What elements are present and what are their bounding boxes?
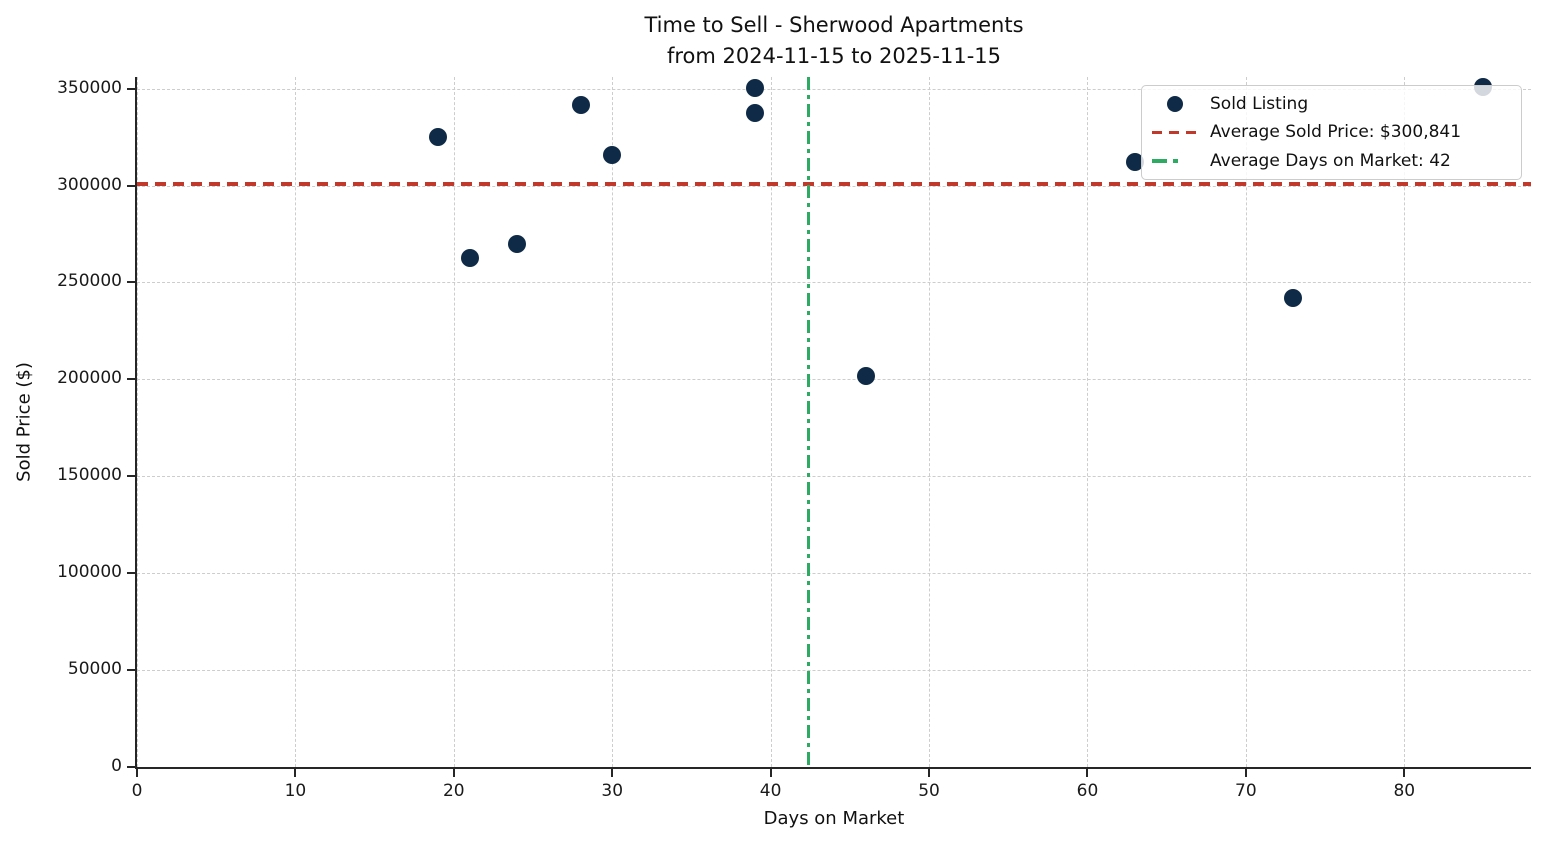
x-gridline [1087,77,1089,767]
legend-item-average-days-on-market: Average Days on Market: 42 [1152,147,1511,175]
legend-label: Sold Listing [1210,94,1309,115]
y-tick-label: 0 [111,756,122,776]
y-gridline [137,573,1531,575]
y-gridline [137,88,1531,90]
legend-item-sold-listing: Sold Listing [1152,90,1511,118]
y-gridline [137,670,1531,672]
y-tick-mark [127,378,135,381]
plot-area: Sold Listing Average Sold Price: $300,84… [137,77,1531,768]
x-gridline [929,77,931,767]
x-tick-label: 20 [442,781,465,801]
x-gridline [137,77,138,767]
scatter-marker-icon [1152,96,1198,113]
x-gridline [770,77,772,767]
scatter-point [1125,153,1144,172]
x-tick-label: 80 [1393,781,1416,801]
scatter-point [571,96,590,115]
x-gridline [1245,77,1247,767]
y-tick-mark [127,669,135,672]
x-tick-mark [769,769,772,777]
average-sold-price-line [137,182,1531,186]
x-gridline [1404,77,1406,767]
average-days-on-market-line [807,77,811,767]
dashdot-line-sample [1152,159,1198,163]
scatter-point [1284,288,1303,307]
legend-item-average-sold-price: Average Sold Price: $300,841 [1152,118,1511,146]
scatter-point [460,249,479,268]
x-gridline [612,77,614,767]
x-tick-label: 0 [131,781,143,801]
x-tick-mark [1403,769,1406,777]
scatter-point [856,367,875,386]
x-axis-spine [135,767,1531,769]
x-tick-mark [1086,769,1089,777]
y-tick-label: 300000 [57,174,122,195]
x-tick-label: 60 [1076,781,1099,801]
y-tick-mark [127,572,135,575]
y-tick-label: 250000 [57,271,122,292]
legend-label: Average Days on Market: 42 [1210,150,1451,171]
y-tick-label: 350000 [57,77,122,98]
scatter-point [745,78,764,97]
y-gridline [137,282,1531,284]
legend: Sold Listing Average Sold Price: $300,84… [1141,85,1522,180]
x-tick-mark [928,769,931,777]
scatter-point [745,103,764,122]
x-gridline [295,77,297,767]
chart-title-line1: Time to Sell - Sherwood Apartments [644,13,1024,37]
legend-label: Average Sold Price: $300,841 [1210,122,1462,143]
scatter-point [428,128,447,147]
dashdot-line-icon [1152,159,1198,163]
y-tick-mark [127,281,135,284]
dashed-line-sample [1152,130,1198,135]
y-tick-label: 150000 [57,465,122,486]
y-tick-label: 100000 [57,562,122,583]
y-gridline [137,185,1531,187]
chart-title: Time to Sell - Sherwood Apartments from … [137,10,1531,72]
x-tick-mark [452,769,455,777]
x-axis-label: Days on Market [763,808,905,829]
x-tick-mark [1244,769,1247,777]
y-tick-mark [127,766,135,768]
x-tick-mark [294,769,297,777]
x-tick-mark [611,769,614,777]
x-tick-mark [136,769,138,777]
y-tick-label: 200000 [57,368,122,389]
y-tick-mark [127,184,135,187]
chart-title-line2: from 2024-11-15 to 2025-11-15 [666,44,1002,68]
x-tick-label: 30 [601,781,624,801]
y-tick-label: 50000 [67,659,122,680]
y-gridline [137,476,1531,478]
x-tick-label: 10 [284,781,307,801]
y-axis-spine [135,77,137,769]
y-gridline [137,379,1531,381]
dot-icon [1167,96,1183,113]
x-tick-label: 50 [918,781,940,801]
scatter-point [508,234,527,253]
y-tick-mark [127,87,135,90]
dashed-line-icon [1152,130,1198,135]
x-tick-label: 40 [759,781,782,801]
y-tick-mark [127,475,135,478]
scatter-point [603,146,622,165]
x-gridline [453,77,455,767]
x-tick-label: 70 [1235,781,1257,801]
